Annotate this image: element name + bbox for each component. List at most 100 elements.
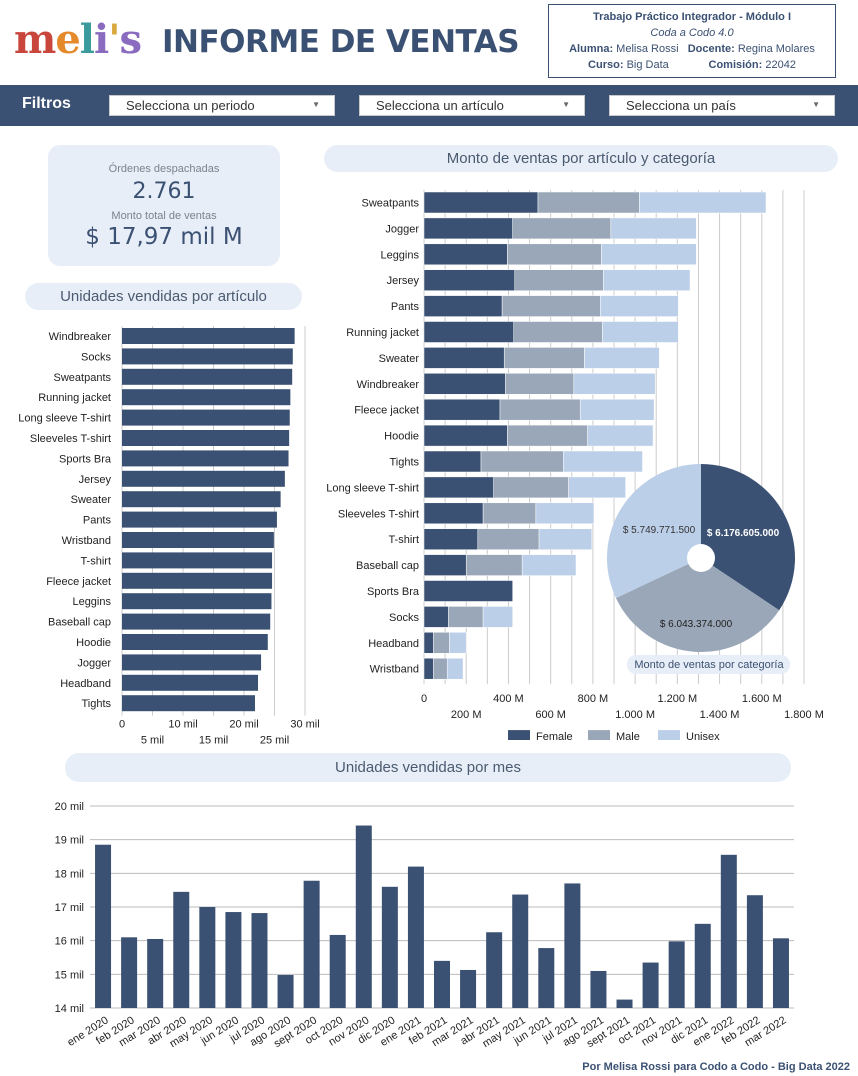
tick-label: 20 mil [229,719,258,731]
category-label: Leggins [380,249,419,261]
tick-label: 1.000 M [615,709,655,721]
category-label: Socks [389,612,419,624]
bar [122,593,272,610]
bar-segment [446,657,464,680]
category-label: Wristband [370,664,419,676]
bar [122,695,255,712]
category-label: Sports Bra [367,586,420,598]
tick-label: 1.200 M [657,693,697,705]
category-label: Running jacket [346,327,419,339]
bar [355,825,372,1008]
units-by-month-chart: 14 mil 15 mil 16 mil 17 mil 18 mil 19 mil 20 m… [55,801,794,1050]
category-label: Sleeveles T-shirt [30,433,111,445]
bar-segment [639,191,767,214]
category-label: Windbreaker [357,379,420,391]
bar-segment [568,476,626,499]
sales-by-category-pie: $ 6.176.605.000 $ 6.043.374.000 $ 5.749.77… [607,464,795,674]
bar-segment [600,295,679,317]
bar-segment [538,528,593,550]
bar [122,491,281,508]
tick-label: 30 mil [290,719,319,731]
category-label: Fleece jacket [354,405,419,417]
bar [122,470,285,487]
bar-segment [423,217,513,240]
bar-segment [602,321,679,343]
bar [668,941,685,1008]
category-label: Fleece jacket [46,576,111,588]
category-label: Jogger [77,657,111,669]
category-label: Baseball cap [48,617,111,629]
bar-segment [507,243,602,266]
bar-segment [482,502,537,525]
period-select[interactable]: Selecciona un periodo ▼ [109,95,335,116]
category-label: T-shirt [388,534,419,546]
bar [122,654,262,671]
bar [122,511,277,528]
legend-label: Unisex [686,731,720,740]
bar [329,934,346,1008]
pie-slice [607,464,701,599]
docente-value: Regina Molares [737,43,815,55]
bar-segment [448,606,484,628]
chevron-down-icon: ▼ [312,100,320,109]
sales-label: Monto total de ventas [111,210,217,222]
bar [122,532,274,548]
legend-swatch [508,730,530,740]
bar [694,923,711,1008]
tick-label: 25 mil [260,735,289,747]
bar-segment [423,243,508,266]
bar-segment [601,243,697,266]
chevron-down-icon: ▼ [812,100,820,109]
category-label: Leggins [72,596,111,608]
bar-segment [423,476,494,499]
bar-segment [480,450,564,473]
bar [381,886,398,1008]
tick-label: 14 mil [55,1003,84,1015]
category-label: Pants [83,515,112,527]
bar [303,880,320,1008]
pie-data-label: $ 6.176.605.000 [707,528,780,539]
category-label: Wristband [62,535,111,547]
category-label: Sleeveles T-shirt [338,508,419,520]
legend-label: Female [536,731,573,740]
tick-label: 200 M [451,709,482,721]
units-by-month-title: Unidades vendidas por mes [65,753,791,782]
bar-segment [610,217,697,240]
bar [122,348,293,365]
tick-label: 1.800 M [784,709,824,721]
category-label: Socks [81,351,111,363]
bar [746,895,763,1008]
logo: meli's [14,16,142,63]
bar-segment [537,191,640,214]
legend-swatch [658,730,680,740]
info-line2: Coda a Codo 4.0 [650,27,734,39]
bar [122,613,271,630]
country-select[interactable]: Selecciona un país ▼ [609,95,835,116]
bar [147,938,164,1008]
category-label: Hoodie [384,431,419,443]
period-select-label: Selecciona un periodo [126,98,255,113]
bar-segment [482,606,513,628]
article-select[interactable]: Selecciona un artículo ▼ [359,95,585,116]
donut-hole [687,544,715,572]
bar-segment [512,217,612,240]
category-label: Jersey [79,474,112,486]
tick-label: 800 M [578,693,609,705]
bar-segment [584,347,660,369]
bar-segment [563,450,643,473]
bar [720,854,737,1008]
category-label: Sweatpants [54,372,112,384]
info-box: Trabajo Práctico Integrador - Módulo I C… [548,4,836,78]
page-title: INFORME DE VENTAS [162,24,520,60]
bar-segment [423,295,503,317]
category-label: Hoodie [76,637,111,649]
category-label: Sweater [379,353,420,365]
category-label: Long sleeve T-shirt [326,482,419,494]
tick-label: 400 M [493,693,524,705]
bar-segment [433,657,448,680]
tick-label: 17 mil [55,902,84,914]
bar [407,866,424,1008]
bar [122,674,259,691]
bar-segment [423,632,434,654]
category-label: Headband [60,678,111,690]
